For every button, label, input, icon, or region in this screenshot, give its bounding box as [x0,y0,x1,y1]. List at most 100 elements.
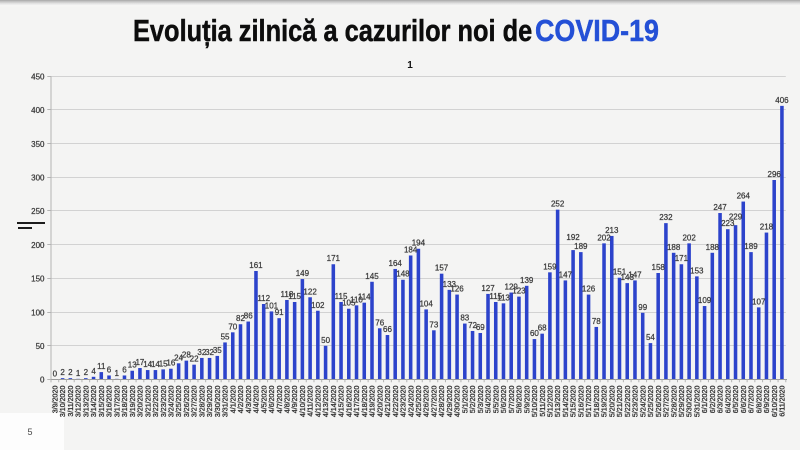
svg-text:73: 73 [429,320,438,329]
svg-text:450: 450 [31,72,45,81]
svg-text:4/29/2020: 4/29/2020 [446,386,454,418]
svg-text:250: 250 [31,207,45,216]
svg-text:3/24/2020: 3/24/2020 [167,386,175,418]
svg-text:218: 218 [760,223,774,232]
svg-text:118: 118 [281,290,294,299]
svg-text:5/5/2020: 5/5/2020 [492,386,500,414]
svg-text:148: 148 [396,270,410,279]
svg-text:188: 188 [667,243,681,252]
svg-text:5/2/2020: 5/2/2020 [469,386,477,414]
svg-text:110: 110 [350,295,363,304]
svg-text:296: 296 [768,170,782,179]
svg-text:4/22/2020: 4/22/2020 [392,386,400,418]
svg-text:4/16/2020: 4/16/2020 [345,386,353,418]
svg-text:149: 149 [296,269,310,278]
svg-text:150: 150 [31,275,45,284]
svg-text:147: 147 [628,270,642,279]
svg-text:2: 2 [84,368,89,377]
svg-text:6/9/2020: 6/9/2020 [763,386,771,414]
svg-text:15: 15 [159,359,168,368]
svg-text:184: 184 [404,246,418,255]
svg-text:32: 32 [197,348,206,357]
svg-text:4/9/2020: 4/9/2020 [291,386,299,414]
svg-text:105: 105 [342,299,356,308]
svg-text:4/28/2020: 4/28/2020 [438,386,446,418]
svg-text:153: 153 [690,266,704,275]
svg-text:5/24/2020: 5/24/2020 [639,386,647,418]
svg-text:102: 102 [311,301,325,310]
svg-text:4/13/2020: 4/13/2020 [322,386,330,418]
svg-text:78: 78 [592,317,601,326]
svg-text:66: 66 [383,325,392,334]
svg-text:122: 122 [303,287,317,296]
svg-text:151: 151 [613,268,627,277]
svg-text:22: 22 [190,355,199,364]
svg-text:127: 127 [481,284,495,293]
svg-text:4/12/2020: 4/12/2020 [314,386,322,418]
svg-text:54: 54 [646,333,655,342]
svg-text:69: 69 [476,323,485,332]
svg-text:3/27/2020: 3/27/2020 [191,386,199,418]
svg-text:60: 60 [530,329,539,338]
svg-text:213: 213 [605,226,619,235]
svg-text:171: 171 [675,254,689,263]
svg-text:3/31/2020: 3/31/2020 [222,386,230,418]
svg-text:109: 109 [698,296,712,305]
svg-text:4/30/2020: 4/30/2020 [454,386,462,418]
svg-text:5/8/2020: 5/8/2020 [516,386,524,414]
svg-text:13: 13 [128,361,137,370]
svg-text:91: 91 [275,308,284,317]
svg-text:4/26/2020: 4/26/2020 [423,386,431,418]
svg-text:3/11/2020: 3/11/2020 [67,386,75,417]
svg-text:3/22/2020: 3/22/2020 [152,386,160,418]
svg-text:0: 0 [40,376,45,385]
svg-text:159: 159 [543,262,557,271]
svg-text:5/20/2020: 5/20/2020 [608,386,616,418]
svg-text:4/23/2020: 4/23/2020 [400,386,408,418]
svg-text:4: 4 [91,367,96,376]
svg-text:4/2/2020: 4/2/2020 [237,386,245,414]
svg-text:6/3/2020: 6/3/2020 [717,386,725,414]
svg-text:4/5/2020: 4/5/2020 [260,386,268,414]
svg-text:5/25/2020: 5/25/2020 [647,386,655,418]
svg-text:3/19/2020: 3/19/2020 [129,386,137,418]
svg-text:6/11/2020: 6/11/2020 [779,386,787,417]
svg-text:6/8/2020: 6/8/2020 [755,386,763,414]
svg-text:112: 112 [257,294,270,303]
svg-text:229: 229 [729,212,743,221]
svg-text:143: 143 [621,273,635,282]
svg-text:55: 55 [221,332,230,341]
svg-text:32: 32 [205,348,214,357]
svg-text:133: 133 [443,280,457,289]
svg-text:171: 171 [327,254,341,263]
svg-text:4/17/2020: 4/17/2020 [353,386,361,418]
svg-text:5/30/2020: 5/30/2020 [686,386,694,418]
svg-text:406: 406 [775,96,789,105]
svg-text:6: 6 [107,366,112,375]
svg-text:5/4/2020: 5/4/2020 [485,386,493,414]
svg-text:189: 189 [574,242,588,251]
svg-text:24: 24 [174,353,183,362]
svg-text:3/28/2020: 3/28/2020 [198,386,206,418]
svg-text:14: 14 [143,360,152,369]
svg-text:100: 100 [31,308,45,317]
svg-text:5/9/2020: 5/9/2020 [523,386,531,414]
svg-text:400: 400 [31,106,45,115]
svg-text:5/14/2020: 5/14/2020 [562,386,570,418]
svg-text:107: 107 [752,297,766,306]
svg-text:4/15/2020: 4/15/2020 [338,386,346,418]
svg-text:5/21/2020: 5/21/2020 [616,386,624,418]
svg-text:147: 147 [559,270,573,279]
svg-text:115: 115 [489,292,502,301]
svg-text:3/30/2020: 3/30/2020 [214,386,222,418]
svg-text:28: 28 [182,351,191,360]
svg-text:194: 194 [412,239,426,248]
svg-text:101: 101 [265,301,279,310]
svg-text:188: 188 [706,243,720,252]
svg-text:3/26/2020: 3/26/2020 [183,386,191,418]
svg-text:157: 157 [435,264,449,273]
svg-text:161: 161 [249,261,263,270]
svg-text:3/25/2020: 3/25/2020 [175,386,183,418]
svg-text:4/1/2020: 4/1/2020 [229,386,237,414]
svg-text:86: 86 [244,312,253,321]
